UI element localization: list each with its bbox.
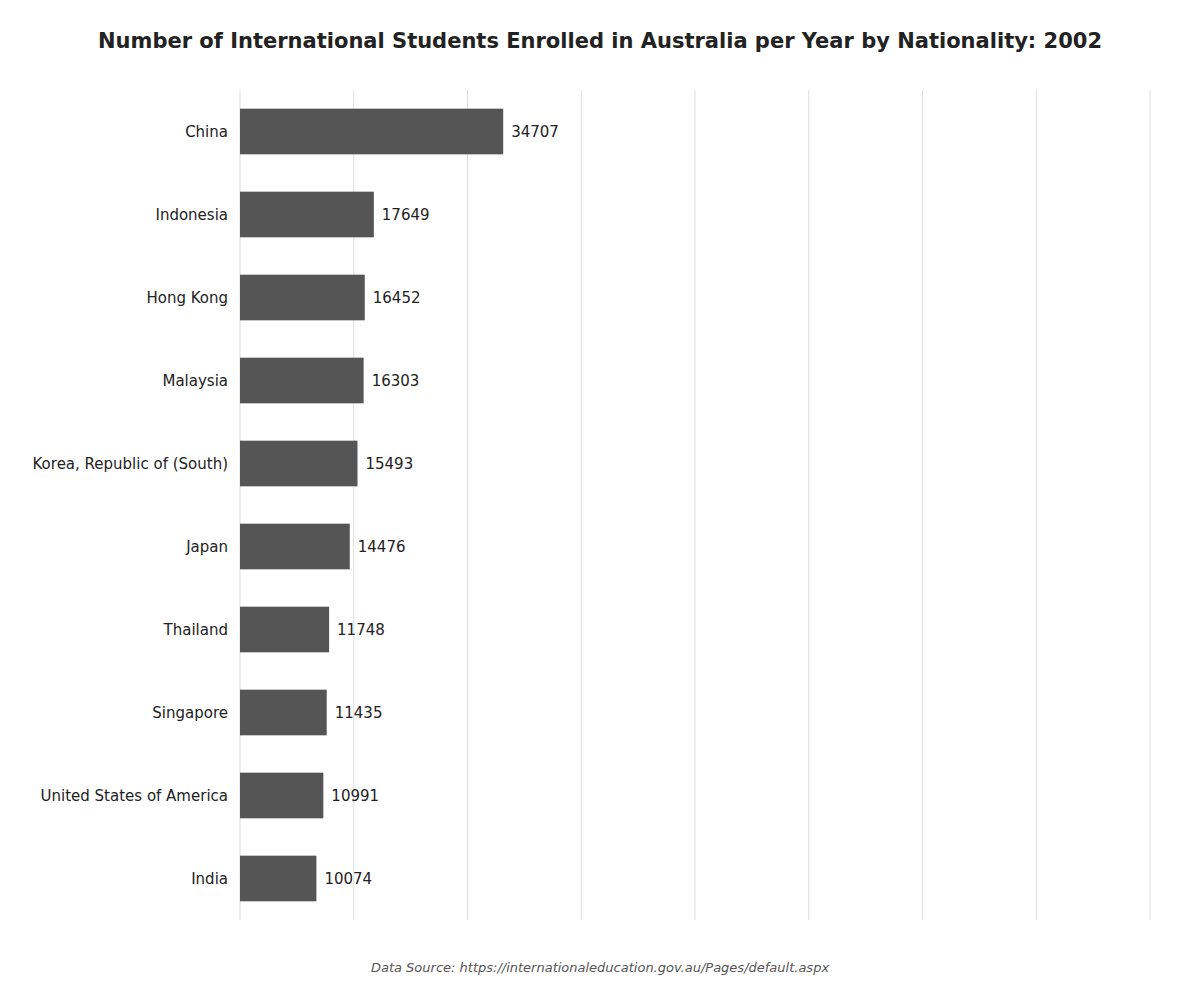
title: Number of International Students Enrolle… [98, 29, 1102, 53]
grid-line [1036, 90, 1037, 920]
y-tick-label: China [185, 123, 228, 141]
bar [240, 358, 364, 404]
bar [240, 856, 316, 902]
grid-line [467, 90, 468, 920]
bar [240, 192, 374, 238]
data-label: 10991 [331, 787, 379, 805]
chart-container: Number of International Students Enrolle… [0, 0, 1200, 1000]
y-tick-label: United States of America [41, 787, 228, 805]
chart-svg: Number of International Students Enrolle… [0, 0, 1200, 1000]
data-label: 15493 [365, 455, 413, 473]
grid-line [1150, 90, 1151, 920]
data-labels: 34707 17649 16452 16303 15493 14476 11748 11435… [324, 123, 559, 888]
bar [240, 773, 323, 819]
grid-line [808, 90, 809, 920]
y-axis: China Indonesia Hong Kong Malaysia Korea, Re… [33, 123, 228, 888]
data-label: 11748 [337, 621, 385, 639]
y-tick-label: Japan [185, 538, 228, 556]
bar [240, 524, 350, 570]
bar [240, 109, 503, 155]
bar [240, 690, 327, 736]
y-tick-label: Malaysia [162, 372, 228, 390]
bar [240, 441, 357, 487]
data-label: 34707 [511, 123, 559, 141]
data-label: 16452 [373, 289, 421, 307]
bar [240, 275, 365, 321]
data-label: 11435 [335, 704, 383, 722]
grid-line [581, 90, 582, 920]
grid [240, 90, 1150, 920]
data-label: 10074 [324, 870, 372, 888]
y-tick-label: Korea, Republic of (South) [33, 455, 228, 473]
y-tick-label: India [191, 870, 228, 888]
data-label: 16303 [372, 372, 420, 390]
y-tick-label: Indonesia [155, 206, 228, 224]
y-tick-label: Hong Kong [146, 289, 228, 307]
bar [240, 607, 329, 653]
grid-line [695, 90, 696, 920]
y-tick-label: Thailand [163, 621, 228, 639]
grid-line [922, 90, 923, 920]
data-label: 17649 [382, 206, 430, 224]
y-tick-label: Singapore [152, 704, 228, 722]
bars [240, 109, 503, 902]
source-annotation: Data Source: https://internationaleducat… [371, 960, 829, 975]
data-label: 14476 [358, 538, 406, 556]
